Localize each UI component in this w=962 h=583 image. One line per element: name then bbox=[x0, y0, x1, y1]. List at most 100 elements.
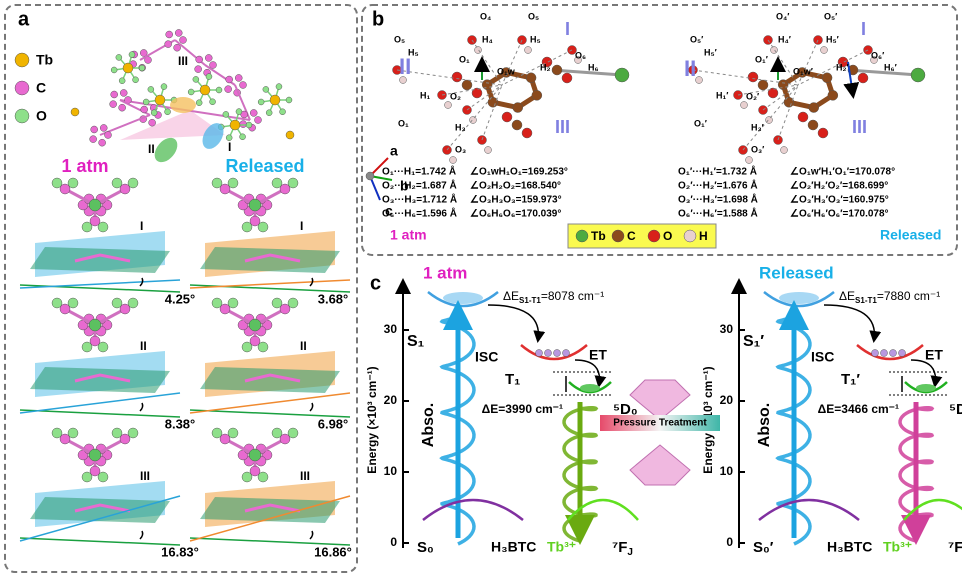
bond bbox=[692, 69, 799, 86]
bond bbox=[481, 84, 503, 141]
atom bbox=[222, 111, 230, 118]
atom bbox=[541, 56, 553, 68]
atom bbox=[647, 229, 661, 243]
atom bbox=[471, 87, 483, 99]
panel-label: a bbox=[18, 8, 30, 30]
atom bbox=[148, 118, 156, 127]
fj-label: ⁷FJ bbox=[612, 539, 633, 558]
atom bbox=[531, 90, 543, 101]
atom bbox=[271, 177, 283, 189]
geometry-label: ∠O₆′H₆′O₆′=170.078° bbox=[790, 209, 889, 220]
atom bbox=[248, 318, 262, 332]
atom-label: O₅′ bbox=[824, 11, 837, 21]
panel-label: b bbox=[372, 8, 384, 30]
y-tick-label: 20 bbox=[384, 393, 398, 407]
atom bbox=[215, 86, 223, 94]
bond bbox=[777, 84, 799, 141]
atom bbox=[780, 146, 788, 154]
angle-label: 4.25° bbox=[165, 291, 196, 306]
geometry-label: ∠O₁w′H₁′O₁′=170.078° bbox=[790, 167, 895, 178]
ring-label: III bbox=[140, 469, 150, 483]
atom bbox=[219, 183, 231, 195]
atom bbox=[224, 85, 232, 93]
atom-label: O₁w bbox=[497, 66, 516, 76]
atom-label: O₁w′ bbox=[793, 66, 813, 76]
state-label: ⁵D₀ bbox=[613, 401, 638, 418]
atom bbox=[51, 297, 63, 309]
atom bbox=[138, 64, 146, 72]
atom bbox=[574, 56, 582, 64]
atom bbox=[174, 29, 183, 37]
atom bbox=[262, 86, 270, 93]
atom-label: H₅ bbox=[530, 34, 541, 44]
state-label: S₁′ bbox=[743, 333, 764, 350]
geometry-label: O₃′···H₃′=1.698 Å bbox=[678, 193, 758, 206]
angle-arc bbox=[309, 530, 314, 540]
atom bbox=[562, 349, 570, 357]
atom bbox=[128, 51, 136, 58]
atom-label: O₂ bbox=[450, 91, 461, 101]
geometry-label: O₁′···H₁′=1.732 Å bbox=[678, 165, 757, 178]
angle-arc bbox=[309, 402, 314, 412]
atom bbox=[444, 101, 452, 109]
geometry-label: O₂···H₂=1.687 Å bbox=[382, 179, 457, 192]
atom bbox=[219, 303, 231, 315]
atom-label: H₅ bbox=[408, 47, 419, 57]
et-label: ET bbox=[925, 347, 943, 363]
geometry-label: ∠O₂′H₂′O₂′=168.699° bbox=[790, 181, 888, 192]
t1-curve bbox=[520, 344, 588, 361]
atom bbox=[474, 46, 482, 54]
molecule-edge bbox=[74, 503, 131, 513]
atom bbox=[229, 119, 241, 131]
bond bbox=[847, 68, 919, 77]
atom bbox=[227, 177, 239, 189]
molecule-edge bbox=[244, 253, 301, 263]
isc-arrow bbox=[823, 304, 882, 343]
condition-label: Released bbox=[759, 263, 834, 282]
atom bbox=[227, 297, 239, 309]
atom bbox=[553, 349, 561, 357]
legend-label: O bbox=[36, 108, 47, 124]
gap-text: =7880 cm⁻¹ bbox=[877, 289, 940, 303]
plane bbox=[200, 497, 340, 523]
atom bbox=[747, 71, 759, 83]
y-tick-label: 30 bbox=[720, 322, 734, 336]
ring-label: II bbox=[148, 142, 155, 156]
atom bbox=[179, 36, 187, 44]
angle-arc bbox=[309, 277, 314, 287]
atom bbox=[98, 138, 106, 147]
condition-label: Released bbox=[880, 227, 941, 243]
s0-curve bbox=[422, 498, 524, 521]
atom-label: O₁′ bbox=[694, 118, 707, 128]
atom bbox=[797, 111, 809, 123]
atom bbox=[59, 433, 71, 445]
geometry-label: O₁···H₁=1.742 Å bbox=[382, 165, 456, 178]
atom bbox=[67, 177, 79, 189]
legend-label: C bbox=[627, 229, 636, 243]
abso-label: Abso. bbox=[756, 403, 773, 447]
state-label: ⁵D₀ bbox=[949, 401, 962, 418]
s1-fill bbox=[443, 292, 483, 304]
atom bbox=[248, 448, 262, 462]
atom bbox=[889, 349, 897, 357]
atom bbox=[287, 297, 299, 309]
atom bbox=[279, 303, 291, 315]
atom bbox=[111, 297, 123, 309]
atom bbox=[241, 221, 253, 233]
state-label: S₀′ bbox=[753, 539, 774, 556]
atom bbox=[89, 335, 101, 347]
vector bbox=[843, 61, 860, 99]
y-axis-title: Energy (×10³ cm⁻¹) bbox=[365, 366, 379, 473]
atom bbox=[399, 76, 407, 84]
atom-label: H₂′ bbox=[836, 62, 849, 72]
atom bbox=[225, 75, 233, 84]
atom bbox=[269, 94, 281, 106]
atom bbox=[139, 49, 148, 57]
atom bbox=[257, 221, 269, 233]
atom-label: O₆ bbox=[575, 50, 586, 60]
atom bbox=[142, 98, 150, 106]
gap-sub: S1-T1 bbox=[519, 296, 541, 305]
bond bbox=[446, 84, 503, 151]
atom bbox=[160, 83, 168, 90]
gap-label: ΔE=3990 cm⁻¹ bbox=[482, 402, 563, 416]
